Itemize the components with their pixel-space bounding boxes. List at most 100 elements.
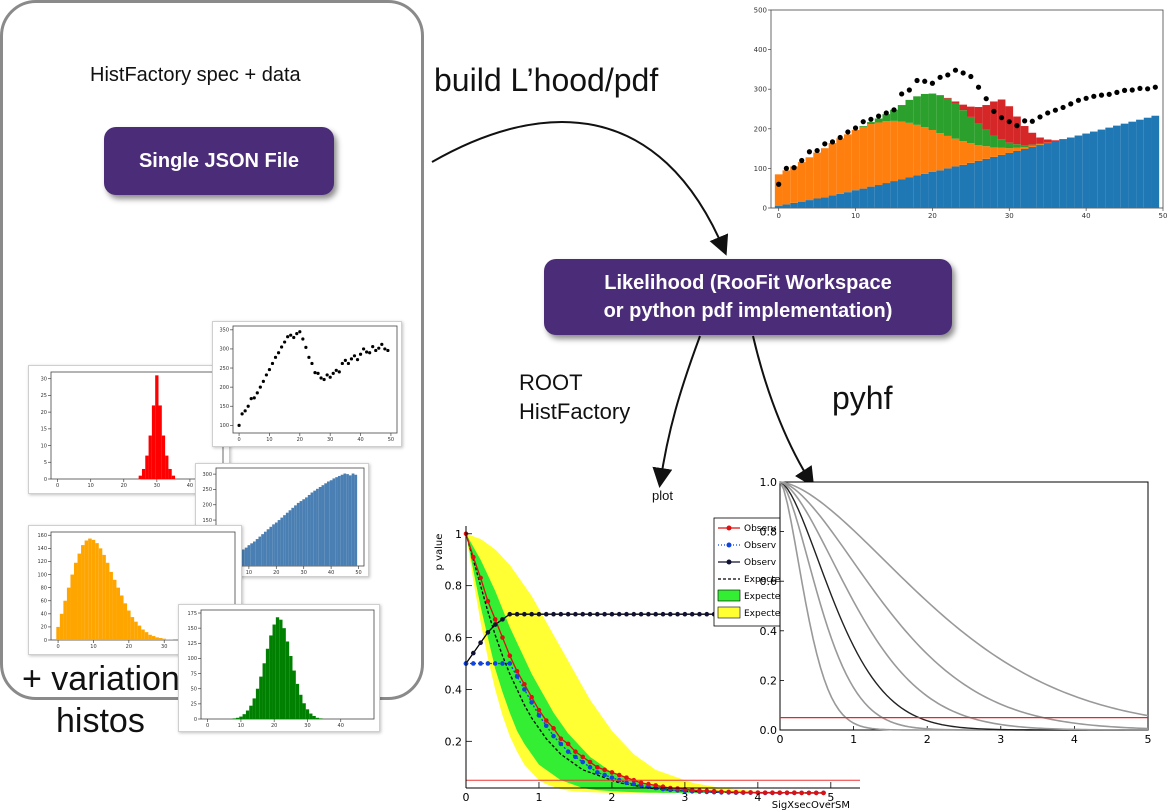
x-axis-label: SigXsecOverSM: [772, 800, 850, 810]
x-tick-label: 0: [56, 483, 59, 489]
scatter-point: [310, 361, 314, 366]
histogram-bar: [280, 517, 284, 566]
histogram-bar: [123, 603, 128, 640]
clsb-marker: [492, 622, 498, 627]
stack-bar: [851, 190, 860, 208]
y-tick-label: 100: [37, 572, 47, 578]
cls-marker: [551, 726, 556, 731]
scatter-point: [301, 337, 305, 341]
histogram-bar: [299, 501, 303, 566]
cls-marker: [529, 694, 534, 700]
y-tick-label: 0.2: [445, 735, 463, 748]
histogram-bar: [263, 531, 267, 566]
legend-marker: [726, 525, 732, 531]
x-tick-label: 30: [1005, 212, 1014, 220]
histogram-bar: [169, 639, 174, 640]
y-tick-label: 25: [41, 393, 47, 399]
x-tick-label: 10: [851, 212, 860, 220]
stack-bar: [1005, 152, 1014, 208]
x-tick-label: 10: [90, 644, 96, 650]
histogram-bar: [277, 520, 281, 566]
scatter-chart: 0 10 20 30 40 50 100 150 200 250 300 350: [219, 325, 398, 443]
data-point: [891, 107, 897, 113]
clb-marker: [500, 661, 505, 666]
stack-bar: [1143, 117, 1152, 208]
stack-bar: [790, 202, 798, 208]
histogram-bar: [252, 698, 256, 719]
likelihood-button[interactable]: Likelihood (RooFit Workspace or python p…: [544, 259, 952, 335]
stack-bar: [974, 107, 983, 124]
stack-bar: [805, 200, 814, 208]
scatter-point: [371, 345, 375, 349]
clsb-marker: [507, 611, 513, 617]
histogram-bar: [77, 553, 82, 640]
data-point: [922, 78, 928, 84]
stack-bar: [913, 96, 921, 125]
stack-bar: [790, 166, 798, 203]
data-point: [1121, 87, 1128, 93]
y-tick-label: 0.4: [760, 625, 778, 638]
histogram-bar: [335, 477, 338, 566]
scatter-point: [377, 346, 381, 350]
stack-bar: [813, 198, 821, 208]
stack-bar: [905, 99, 914, 123]
cls-marker: [543, 718, 549, 723]
x-tick-label: 50: [1159, 212, 1168, 220]
clb-marker: [543, 723, 549, 729]
clsb-marker: [609, 611, 615, 617]
stack-bar: [867, 124, 875, 187]
histogram-bar: [249, 705, 253, 719]
clb-marker: [551, 733, 556, 739]
clsb-marker: [638, 611, 644, 617]
histogram-bar: [302, 703, 306, 719]
histogram-bar: [112, 579, 117, 640]
histogram-bar: [239, 716, 243, 719]
cls-marker: [470, 554, 476, 560]
y-tick-label: 0: [763, 204, 767, 212]
stack-bar: [897, 179, 906, 208]
histogram-bar: [138, 475, 142, 479]
histogram-bar: [91, 539, 96, 640]
x-tick-label: 5: [1145, 733, 1152, 746]
cls-marker: [777, 790, 783, 795]
variation-label-line1: + variation: [22, 660, 180, 698]
orange-histogram-chart: 010203040020406080100120140160: [37, 531, 236, 650]
x-tick-label: 10: [88, 483, 94, 489]
histogram-bar: [151, 636, 156, 640]
histogram-bar: [272, 624, 276, 719]
data-point: [1091, 93, 1097, 99]
histogram-bar: [141, 468, 146, 479]
stack-bar: [890, 181, 898, 208]
cls-marker: [595, 764, 600, 770]
stack-bar: [1113, 125, 1121, 208]
stack-bar: [782, 170, 791, 205]
histogram-bar: [84, 540, 89, 640]
histogram-bar: [285, 641, 290, 719]
stack-bar: [820, 197, 829, 208]
cls-marker: [821, 790, 826, 796]
clsb-marker: [682, 611, 688, 617]
clsb-marker: [522, 611, 527, 617]
single-json-file-button[interactable]: Single JSON File: [104, 127, 334, 195]
histogram-bar: [109, 571, 113, 640]
stack-bar: [1020, 145, 1029, 148]
x-tick-label: 10: [238, 723, 244, 729]
plot-label: plot: [652, 488, 673, 503]
data-point: [975, 84, 982, 90]
root-label-line2: HistFactory: [519, 399, 631, 424]
scatter-point: [307, 355, 311, 359]
cls-marker: [602, 767, 607, 773]
cls-marker: [755, 790, 761, 795]
scatter-point: [355, 358, 360, 362]
stack-bar: [774, 174, 783, 207]
stack-bar: [1005, 148, 1014, 153]
stack-bar: [951, 166, 960, 208]
stack-bar: [782, 204, 791, 208]
clb-marker: [536, 713, 542, 718]
scatter-point: [283, 340, 287, 344]
clsb-marker: [602, 611, 607, 617]
data-point: [1052, 107, 1058, 113]
stack-bar: [959, 141, 967, 165]
x-tick-label: 30: [304, 723, 310, 729]
stack-bar: [967, 143, 975, 163]
